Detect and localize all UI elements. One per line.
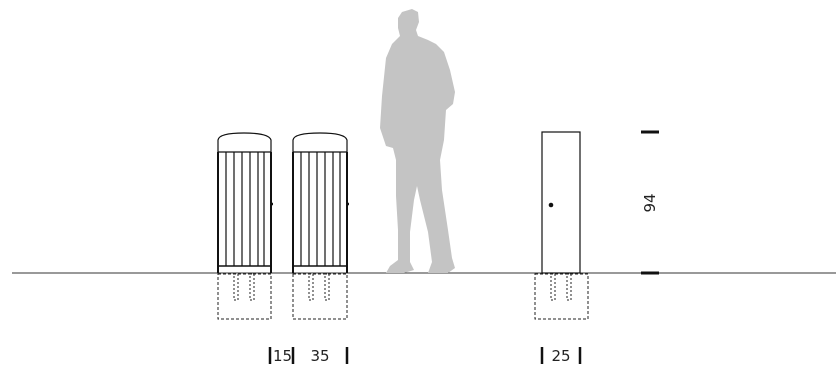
height-dimension: 94: [641, 130, 659, 275]
gap-label: 15: [273, 347, 292, 365]
plain-post-foundation: [534, 273, 589, 320]
post-width-label: 25: [551, 347, 570, 365]
slatted-bollard-right-foundation: [292, 273, 348, 320]
slatted-bollard-left-foundation: [217, 273, 272, 320]
height-label: 94: [641, 193, 659, 212]
slatted-bollard-left: [217, 132, 273, 273]
person-silhouette-icon: [380, 9, 455, 273]
plain-post-bollard: [541, 131, 581, 274]
bottom-dimensions: 15 35 25: [268, 347, 582, 365]
slatted-width-label: 35: [310, 347, 329, 365]
slatted-bollard-right: [292, 132, 349, 273]
